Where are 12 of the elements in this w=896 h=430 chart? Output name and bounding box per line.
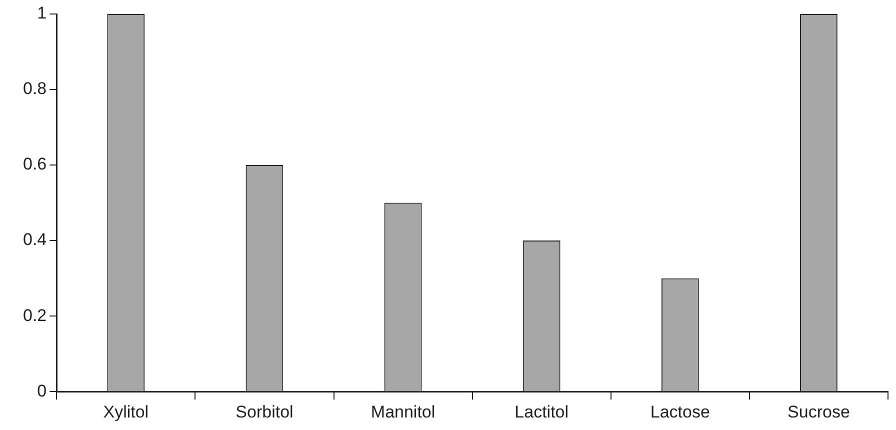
- x-tick-label: Sorbitol: [236, 402, 294, 422]
- x-tick-label: Sucrose: [788, 402, 850, 422]
- y-tick-label: 0.4: [22, 230, 47, 250]
- x-tick-label: Lactitol: [514, 402, 569, 422]
- x-tick-label: Mannitol: [370, 402, 436, 422]
- y-tick-label: 0.6: [22, 154, 47, 174]
- y-tick-label: 0.2: [22, 306, 47, 325]
- x-tick-label: Xylitol: [103, 402, 149, 422]
- y-tick-label: 0.8: [22, 79, 47, 98]
- y-tick-label: 0: [37, 381, 47, 400]
- x-tick-label: Lactose: [650, 402, 710, 422]
- y-tick-label: 1: [37, 4, 47, 23]
